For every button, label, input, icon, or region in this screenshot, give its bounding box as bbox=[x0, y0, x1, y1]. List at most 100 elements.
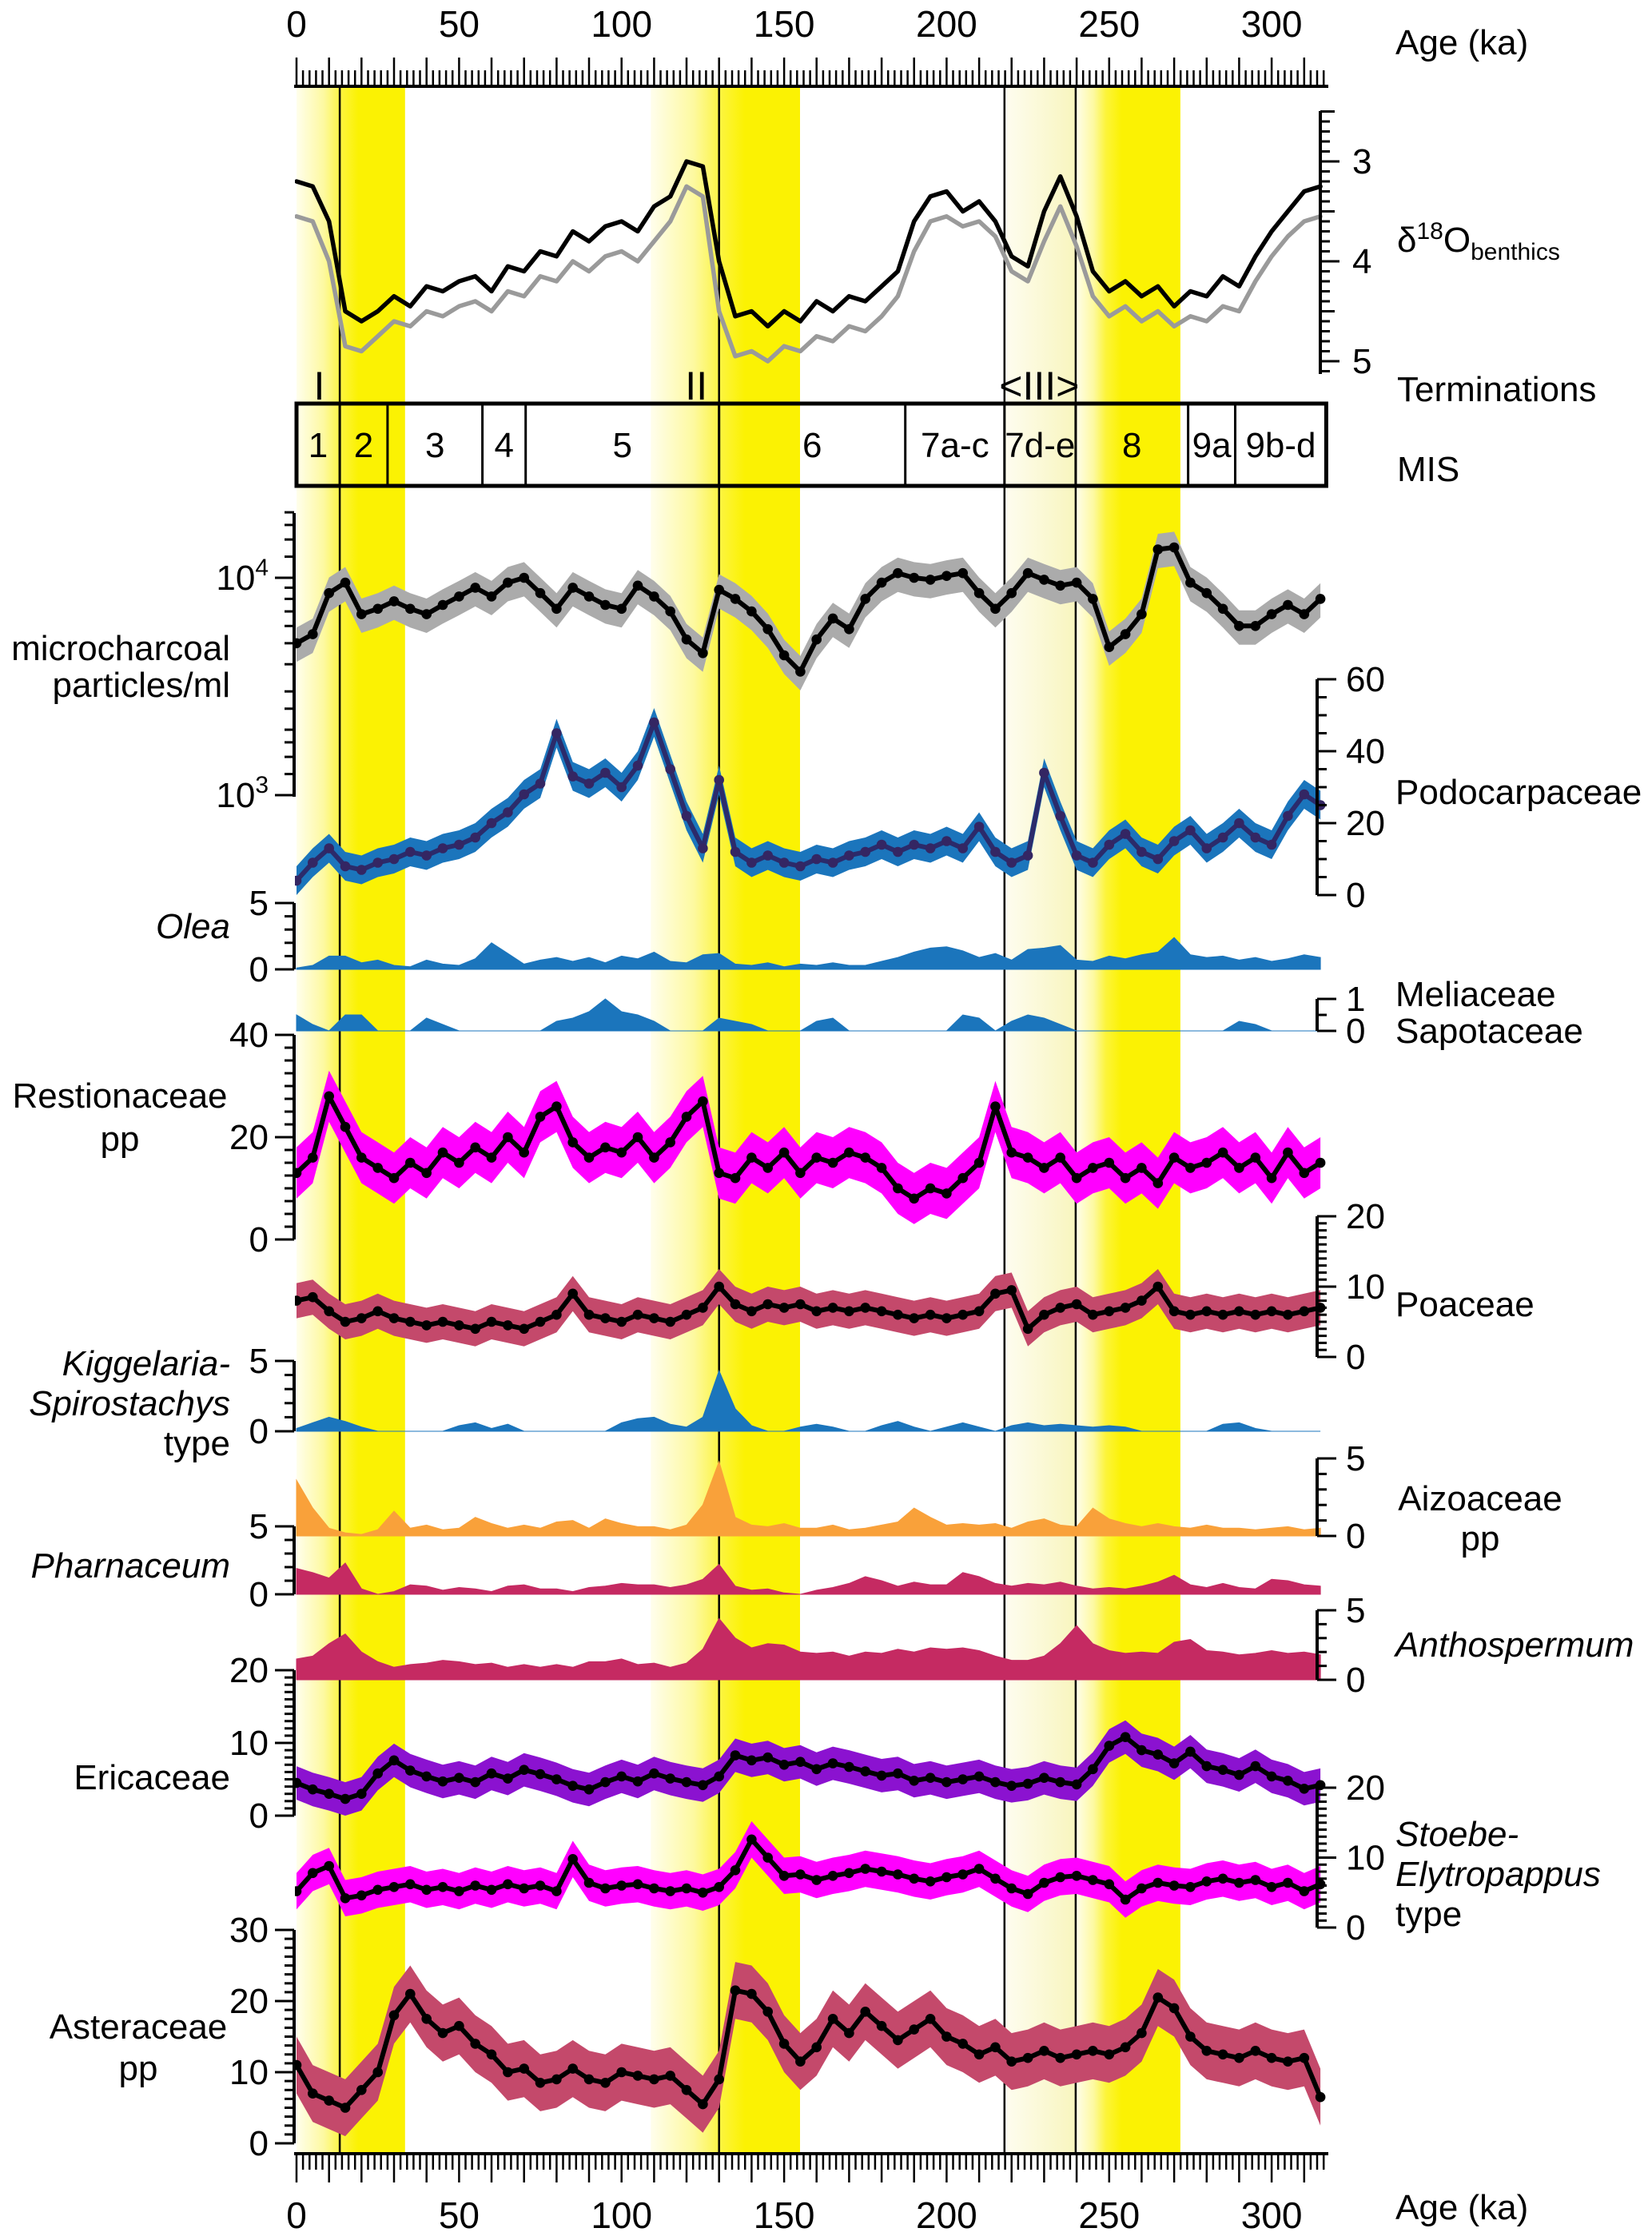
kiggelaria_spirostachys-tick-label: 0 bbox=[249, 1412, 269, 1451]
d18o-delta: δ bbox=[1397, 221, 1417, 260]
stoebe_elytropappus-point bbox=[1104, 1879, 1115, 1890]
stoebe_elytropappus-point bbox=[925, 1876, 936, 1887]
mis-stage-label: 7a-c bbox=[921, 426, 989, 465]
ericaceae-point bbox=[941, 1776, 952, 1788]
ericaceae-point bbox=[1168, 1758, 1180, 1769]
restionaceae_pp-point bbox=[649, 1152, 659, 1163]
ericaceae-point bbox=[1071, 1779, 1082, 1790]
age-tick-label: 150 bbox=[754, 2194, 815, 2236]
podocarpaceae-tick-label: 60 bbox=[1346, 660, 1385, 699]
microcharcoal-point bbox=[860, 594, 870, 604]
microcharcoal-point bbox=[1234, 621, 1244, 631]
restionaceae_pp-point bbox=[470, 1142, 480, 1153]
stoebe_elytropappus-point bbox=[454, 1886, 464, 1896]
asteraceae_pp-point bbox=[600, 2078, 611, 2088]
asteraceae_pp-point bbox=[1283, 2056, 1293, 2067]
podocarpaceae-point bbox=[811, 853, 822, 865]
podocarpaceae-point bbox=[470, 832, 480, 843]
olea-label: Olea bbox=[156, 907, 230, 946]
curves-layer bbox=[295, 159, 1326, 2137]
asteraceae_pp-point bbox=[681, 2085, 692, 2095]
microcharcoal-point bbox=[535, 587, 546, 599]
highlight-band bbox=[1004, 86, 1076, 2154]
microcharcoal-tick-label: 104 bbox=[216, 555, 269, 598]
microcharcoal-point bbox=[795, 666, 806, 677]
sapotaceae-label-line: Sapotaceae bbox=[1395, 1012, 1583, 1051]
asteraceae_pp-point bbox=[405, 1988, 416, 1999]
ericaceae-point bbox=[454, 1773, 464, 1783]
microcharcoal-line bbox=[295, 545, 1323, 674]
stoebe_elytropappus-point bbox=[681, 1883, 692, 1894]
asteraceae_pp-point bbox=[519, 2063, 529, 2074]
podocarpaceae-point bbox=[583, 778, 595, 789]
poaceae-point bbox=[827, 1303, 838, 1313]
microcharcoal-tick-label: 103 bbox=[216, 772, 269, 815]
asteraceae_pp-point bbox=[762, 2007, 773, 2017]
ericaceae-point bbox=[600, 1776, 611, 1788]
ericaceae-point bbox=[1152, 1749, 1164, 1760]
ericaceae-point bbox=[827, 1758, 838, 1769]
stoebe_elytropappus-point bbox=[1185, 1882, 1196, 1892]
asteraceae_pp-point bbox=[714, 2074, 724, 2085]
podocarpaceae-point bbox=[973, 822, 985, 832]
restionaceae_pp-point bbox=[1234, 1163, 1244, 1173]
podocarpaceae-point bbox=[1266, 839, 1277, 850]
stoebe-label-line1: Stoebe- bbox=[1395, 1815, 1519, 1854]
poaceae-point bbox=[1022, 1323, 1033, 1335]
poaceae-point bbox=[762, 1299, 773, 1310]
stoebe_elytropappus-point bbox=[583, 1877, 595, 1888]
asteraceae_pp-point bbox=[795, 2056, 806, 2067]
podocarpaceae-point bbox=[795, 861, 806, 872]
podocarpaceae-point bbox=[421, 850, 432, 861]
asteraceae_pp-point bbox=[860, 2007, 870, 2017]
podocarpaceae-point bbox=[1055, 810, 1065, 822]
ericaceae-line bbox=[295, 1734, 1321, 1802]
podocarpaceae-point bbox=[388, 853, 400, 865]
meliaceae-label-line: Meliaceae bbox=[1395, 975, 1556, 1014]
panel-anthospermum bbox=[296, 1617, 1321, 1681]
asteraceae_pp-tick-label: 30 bbox=[229, 1911, 269, 1950]
pharnaceum-scale: 05 bbox=[249, 1507, 296, 1614]
stoebe_elytropappus-point bbox=[1201, 1876, 1212, 1887]
asteraceae_pp-point bbox=[308, 2088, 318, 2099]
ericaceae-point bbox=[405, 1765, 416, 1776]
podocarpaceae-point bbox=[1071, 850, 1082, 861]
microcharcoal-point bbox=[746, 606, 757, 617]
pharnaceum-tick-label: 5 bbox=[249, 1507, 269, 1546]
podocarpaceae-point bbox=[340, 861, 351, 872]
ericaceae-point bbox=[990, 1776, 1001, 1788]
ericaceae-point bbox=[795, 1757, 806, 1767]
poaceae-point bbox=[941, 1313, 952, 1323]
microcharcoal-point bbox=[827, 613, 838, 624]
asteraceae_pp-point bbox=[811, 2042, 822, 2053]
termination-mark: <III> bbox=[999, 364, 1079, 408]
ericaceae-point bbox=[730, 1750, 741, 1761]
podocarpaceae-point bbox=[827, 857, 838, 868]
asteraceae_pp-tick-label: 20 bbox=[229, 1982, 269, 2021]
podocarpaceae-point bbox=[356, 865, 367, 875]
poaceae-point bbox=[1250, 1309, 1261, 1320]
ericaceae-point bbox=[1022, 1778, 1033, 1789]
stoebe_elytropappus-point bbox=[470, 1880, 480, 1891]
restionaceae_pp-point bbox=[876, 1163, 887, 1173]
poaceae-point bbox=[1152, 1281, 1164, 1292]
termination-mark: II bbox=[685, 364, 707, 408]
mis-row-label: MIS bbox=[1397, 450, 1460, 489]
microcharcoal-point bbox=[925, 575, 936, 585]
age-tick-label: 300 bbox=[1241, 3, 1303, 45]
microcharcoal-scale: 103 104 bbox=[216, 511, 296, 815]
restionaceae_pp-scale: 0 20 40 bbox=[229, 1016, 296, 1259]
panel-aizoaceae_pp bbox=[296, 1460, 1321, 1537]
asteraceae_pp-point bbox=[454, 2020, 464, 2031]
asteraceae_pp-point bbox=[421, 2014, 432, 2024]
restionaceae_pp-point bbox=[1006, 1147, 1017, 1158]
restionaceae_pp-point bbox=[698, 1096, 708, 1107]
ericaceae-point bbox=[762, 1752, 773, 1763]
podocarpaceae-point bbox=[681, 810, 692, 822]
microcharcoal-point bbox=[1039, 575, 1049, 585]
kiggelaria-label-line2: Spirostachys bbox=[29, 1384, 230, 1423]
stoebe_elytropappus-point bbox=[844, 1868, 854, 1879]
meliaceae_sapotaceae-area bbox=[296, 998, 1321, 1032]
aizoaceae_pp-area bbox=[296, 1460, 1321, 1537]
asteraceae_pp-point bbox=[583, 2074, 595, 2085]
